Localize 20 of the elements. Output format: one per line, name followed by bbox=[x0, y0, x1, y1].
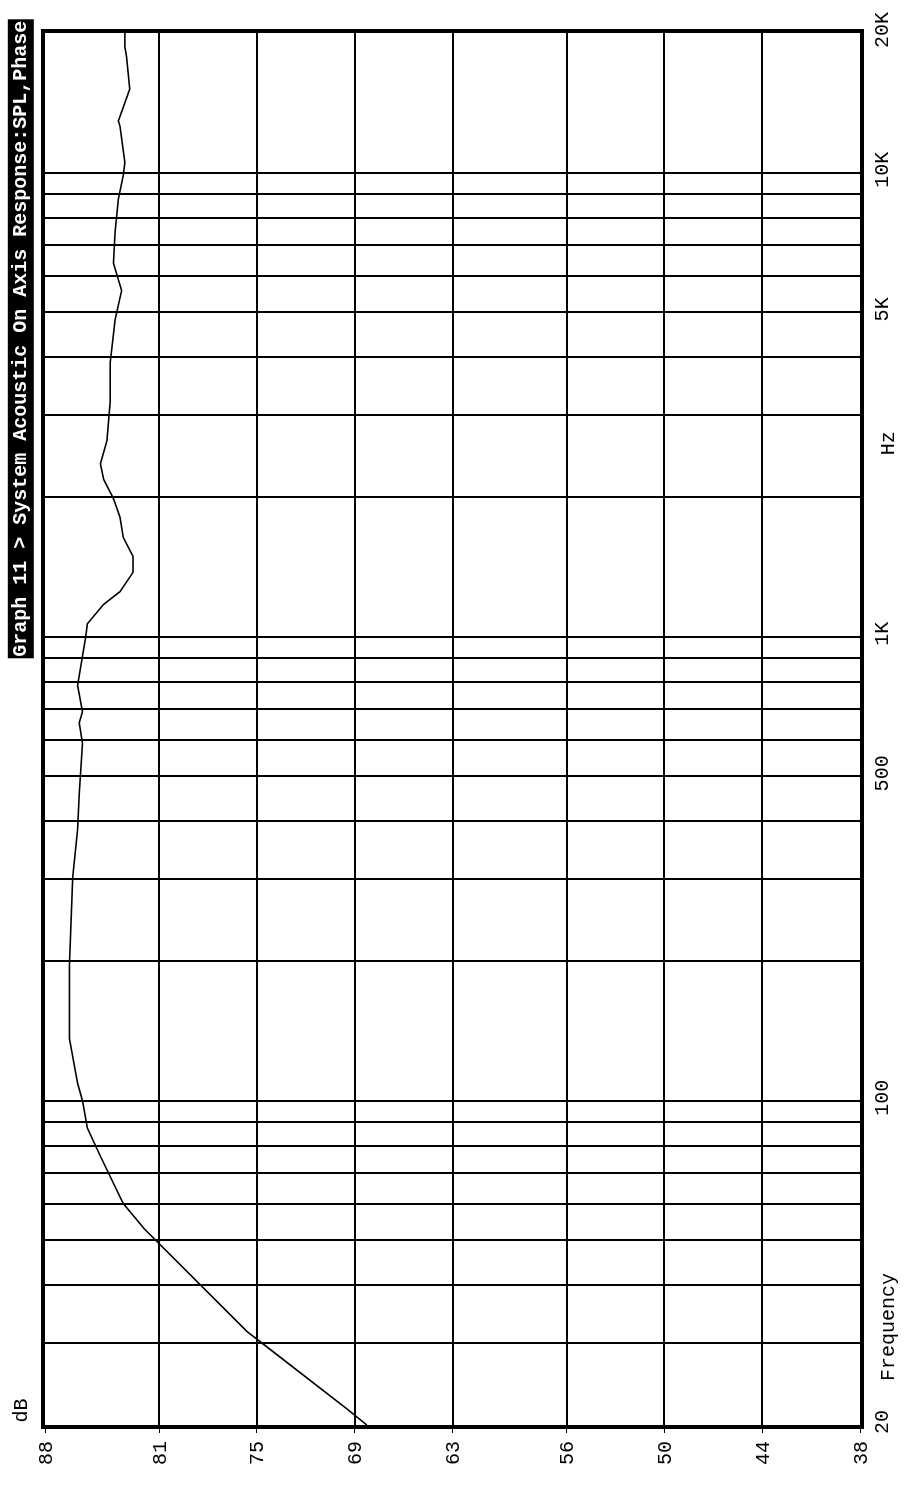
x-tick-label: 88 bbox=[34, 1441, 58, 1466]
y-tick-label: 500 bbox=[871, 755, 894, 792]
x-tick-label: 75 bbox=[246, 1441, 270, 1466]
y-tick-label: 10K bbox=[871, 151, 894, 188]
x-tick-label: 56 bbox=[556, 1441, 580, 1466]
x-tick-label: 63 bbox=[442, 1441, 465, 1466]
y-tick-label: 20 bbox=[871, 1409, 894, 1435]
y-tick-label: 20K bbox=[871, 11, 894, 49]
x-tick-label: 50 bbox=[653, 1441, 677, 1466]
x-tick-label: 81 bbox=[148, 1441, 172, 1466]
y-tick-label: 1K bbox=[871, 621, 894, 646]
text: Hz bbox=[876, 431, 900, 456]
y-axis-title: Frequency bbox=[876, 1273, 900, 1382]
y-tick-label: 5K bbox=[871, 297, 894, 322]
text: Graph 11 > System Acoustic On Axis Response:SPL,Phase bbox=[9, 20, 33, 657]
x-tick-label: 44 bbox=[751, 1441, 775, 1466]
x-tick-label: 38 bbox=[849, 1441, 873, 1466]
text: dB bbox=[9, 1398, 33, 1423]
y-tick-label: 100 bbox=[871, 1079, 894, 1116]
x-tick-label: 69 bbox=[344, 1441, 368, 1466]
